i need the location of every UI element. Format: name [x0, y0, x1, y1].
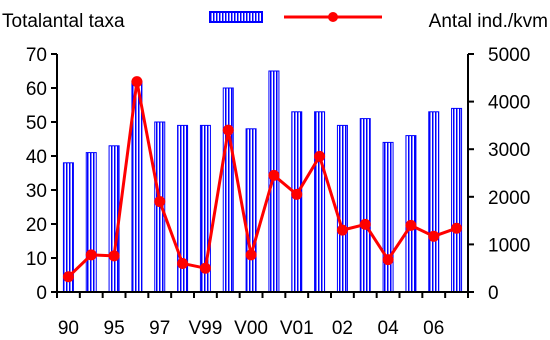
- x-tick-label-95: 95: [104, 318, 125, 339]
- line-point-0: [62, 271, 74, 283]
- bar-7: [222, 87, 234, 293]
- bar-11: [314, 111, 326, 293]
- line-point-8: [245, 249, 257, 261]
- line-point-16: [428, 230, 440, 242]
- line-point-9: [268, 169, 280, 181]
- bar-17: [451, 107, 463, 293]
- x-tick-label-97: 97: [149, 318, 170, 339]
- legend-swatch-bar: [209, 11, 263, 23]
- y-left-tick-label-20: 20: [26, 215, 47, 236]
- x-tick-label-02: 02: [332, 318, 353, 339]
- y-left-tick-label-40: 40: [26, 147, 47, 168]
- bar-12: [336, 124, 348, 293]
- y-right-tick-label-2000: 2000: [488, 188, 530, 209]
- x-tick-label-90: 90: [58, 318, 79, 339]
- y-right-tick-label-1000: 1000: [488, 235, 530, 256]
- line-layer: [62, 76, 463, 283]
- line-point-6: [199, 262, 211, 274]
- axes-layer: 0 10 20 30 40 50 60 70 0 1000 2000 3000 4000 5000 90 95…: [26, 45, 530, 339]
- line-point-2: [108, 250, 120, 262]
- y-left-tick-label-30: 30: [26, 181, 47, 202]
- bar-13: [359, 118, 371, 293]
- bar-10: [291, 111, 303, 293]
- legend-label-antal-ind-kvm: Antal ind./kvm: [429, 11, 548, 32]
- bar-14: [382, 141, 394, 293]
- bar-16: [428, 111, 440, 293]
- line-antal-ind-kvm: [67, 80, 458, 278]
- line-point-7: [222, 124, 234, 136]
- x-tick-label-V01: V01: [280, 318, 314, 339]
- y-left-tick-label-50: 50: [26, 113, 47, 134]
- bar-9: [268, 70, 280, 293]
- legend: Totalantal taxa Antal ind./kvm: [2, 11, 548, 32]
- line-point-10: [291, 188, 303, 200]
- y-right-tick-label-0: 0: [488, 283, 499, 304]
- y-right-tick-label-5000: 5000: [488, 45, 530, 66]
- line-point-5: [177, 257, 189, 269]
- y-left-tick-label-10: 10: [26, 249, 47, 270]
- x-tick-label-06: 06: [423, 318, 444, 339]
- y-left-tick-label-60: 60: [26, 79, 47, 100]
- y-left-tick-label-70: 70: [26, 45, 47, 66]
- bar-15: [405, 135, 417, 293]
- line-point-12: [336, 224, 348, 236]
- bars-layer: [62, 70, 463, 293]
- y-right-tick-label-3000: 3000: [488, 140, 530, 161]
- x-tick-label-V99: V99: [189, 318, 223, 339]
- line-point-1: [85, 249, 97, 261]
- x-tick-label-04: 04: [378, 318, 400, 339]
- line-point-3: [131, 76, 143, 88]
- legend-swatch-marker: [328, 12, 338, 22]
- bar-8: [245, 128, 257, 293]
- line-point-17: [451, 222, 463, 234]
- line-point-11: [314, 150, 326, 162]
- line-point-14: [382, 254, 394, 266]
- line-point-4: [154, 196, 166, 208]
- legend-label-totalantal-taxa: Totalantal taxa: [2, 11, 125, 32]
- y-right-tick-label-4000: 4000: [488, 93, 530, 114]
- x-tick-label-V00: V00: [234, 318, 268, 339]
- line-point-13: [359, 218, 371, 230]
- bar-1: [85, 152, 97, 293]
- y-left-tick-label-0: 0: [36, 283, 47, 304]
- line-point-15: [405, 219, 417, 231]
